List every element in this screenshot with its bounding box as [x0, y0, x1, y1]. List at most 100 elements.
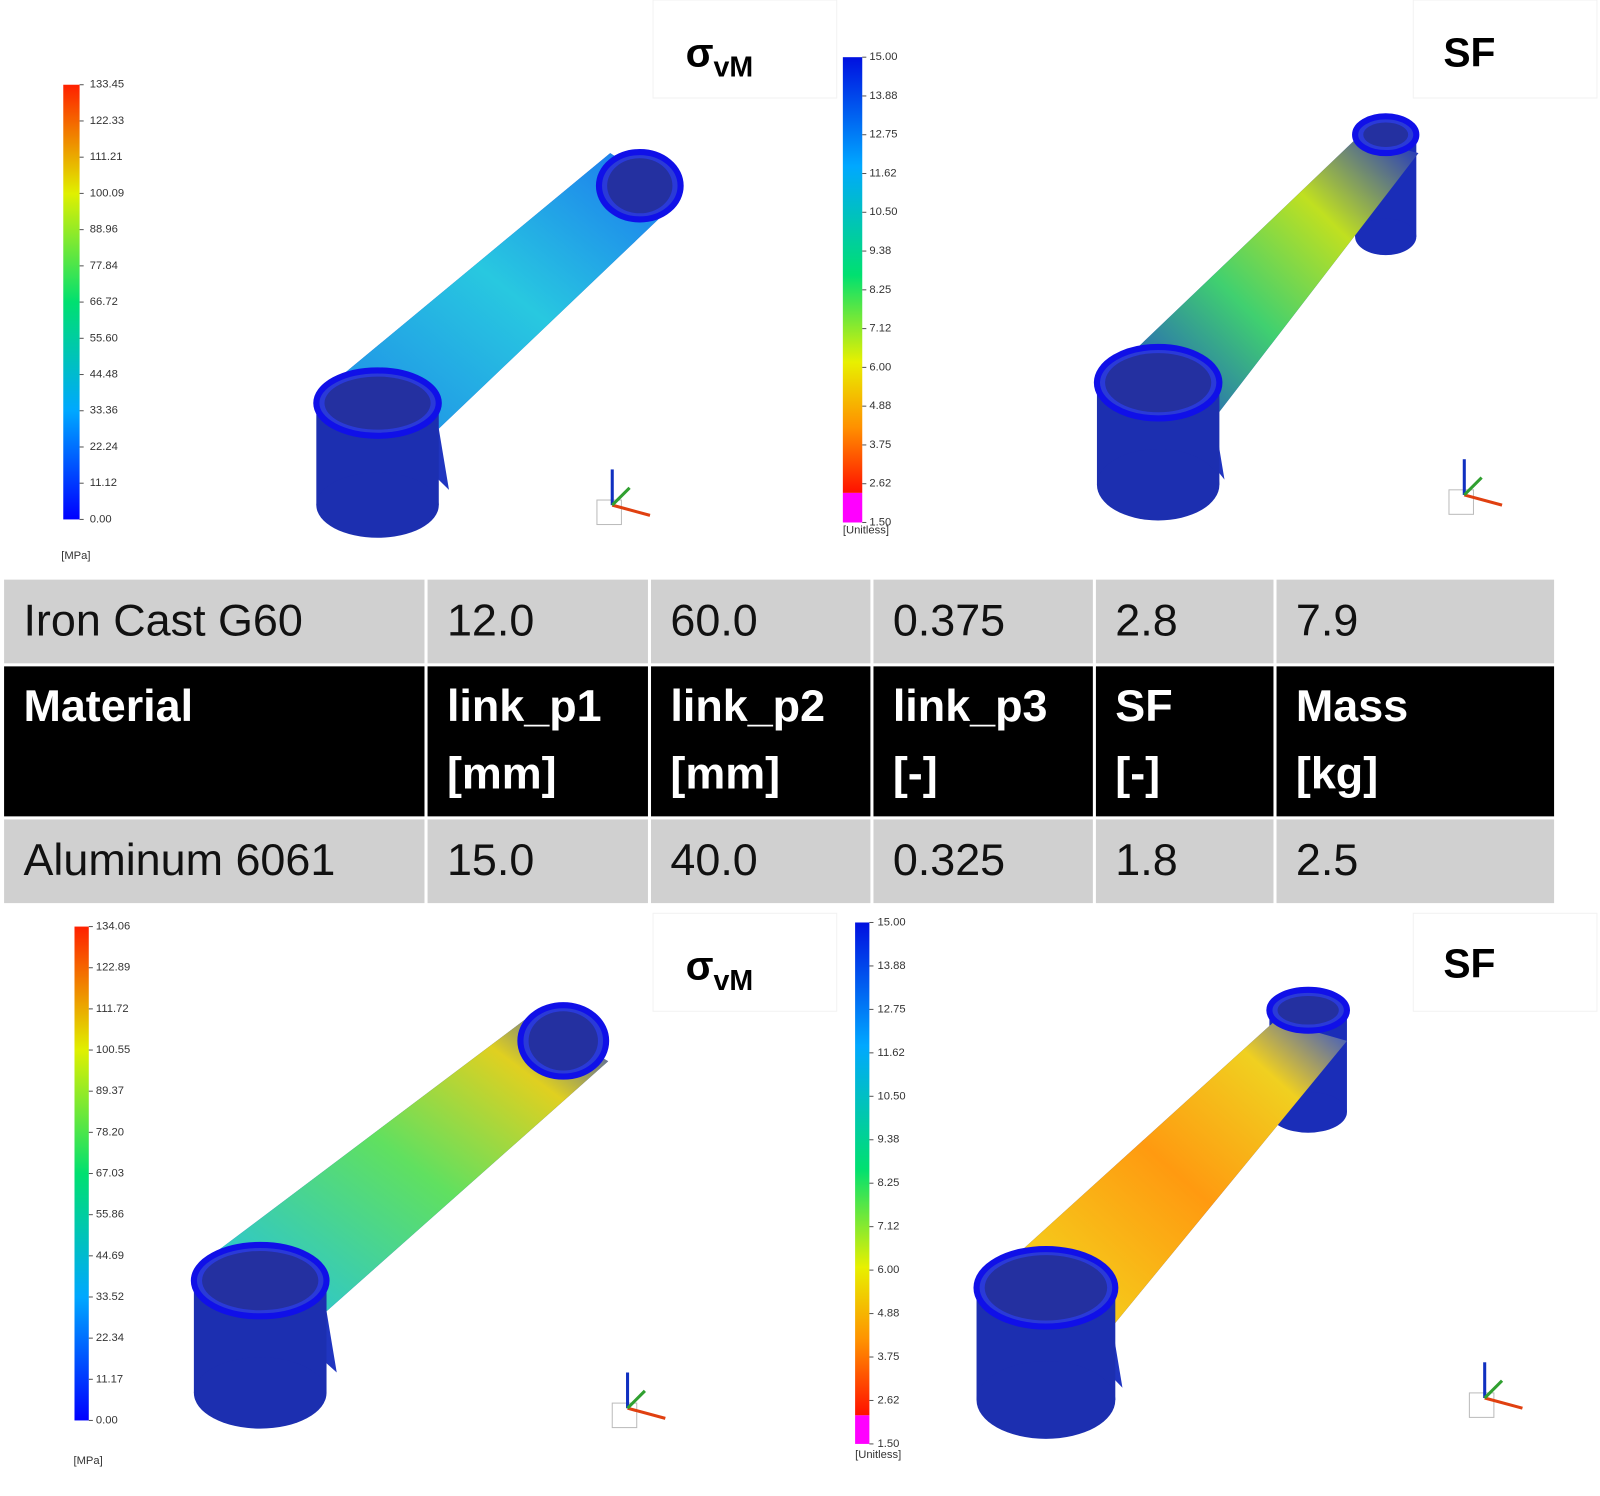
title-box [652, 0, 838, 99]
cell-text: 0.325 [893, 834, 1005, 885]
cell-text: 2.5 [1296, 834, 1358, 885]
panel: 15.00 13.88 12.75 11.62 10.50 9.38 8.25 7.12 6.0… [855, 912, 1598, 1461]
small-cylinder-bore [607, 158, 673, 214]
table-cell [1095, 819, 1274, 904]
colorbar-label: 2.62 [869, 478, 891, 490]
colorbar-label: 8.25 [878, 1177, 900, 1189]
triad-y [626, 1389, 646, 1410]
colorbar [855, 922, 870, 1416]
small-cylinder-bottom [1355, 218, 1417, 256]
header-text: [mm] [447, 747, 557, 798]
header-cell [873, 666, 1093, 817]
cylinder-bottom [976, 1361, 1116, 1439]
title-box [1412, 0, 1598, 99]
colorbar-unit: [Unitless] [855, 1449, 901, 1461]
header-cell [651, 666, 871, 817]
colorbar-label: 111.72 [96, 1003, 129, 1015]
title-subscript: vM [714, 965, 754, 997]
colorbar-label: 22.34 [96, 1332, 124, 1344]
cell-text: 60.0 [670, 594, 757, 645]
header-text: link_p2 [670, 680, 825, 731]
colorbar-label: 10.50 [878, 1090, 906, 1102]
panel-title: σvM [686, 29, 754, 83]
title-box [1412, 912, 1598, 1012]
small-cylinder-bore [1277, 995, 1339, 1025]
colorbar-label: 13.88 [869, 90, 897, 102]
beam [336, 153, 680, 429]
small-cylinder-bore [1363, 122, 1409, 147]
table-cell [873, 579, 1093, 664]
colorbar-label: 11.12 [90, 477, 117, 489]
cell-text: 1.8 [1115, 834, 1177, 885]
colorbar-label: 78.20 [96, 1126, 124, 1138]
header-text: link_p3 [893, 680, 1048, 731]
panel-title: σvM [686, 943, 754, 997]
colorbar-label: 0.00 [96, 1414, 118, 1426]
header-text: [mm] [670, 747, 780, 798]
colorbar-label: 1.50 [869, 516, 891, 528]
triad-x [1463, 493, 1503, 507]
colorbar-label: 7.12 [869, 323, 891, 335]
colorbar-label: 7.12 [878, 1221, 900, 1233]
triad-y [1483, 1379, 1504, 1400]
colorbar-label: 2.62 [878, 1394, 900, 1406]
colorbar-label: 8.25 [869, 284, 891, 296]
colorbar-label: 11.62 [878, 1047, 905, 1059]
colorbar-label: 9.38 [869, 245, 891, 257]
triad-box [1448, 489, 1474, 515]
colorbar-label: 1.50 [878, 1438, 900, 1450]
header-text: Material [23, 680, 193, 731]
colorbar-label: 55.86 [96, 1209, 124, 1221]
colorbar [842, 57, 863, 493]
table-cell [4, 819, 425, 904]
colorbar-label: 55.60 [90, 332, 118, 344]
header-text: Mass [1296, 680, 1408, 731]
table-cell [873, 819, 1093, 904]
table-cell [427, 819, 648, 904]
header-text: link_p1 [447, 680, 602, 731]
cell-text: 15.0 [447, 834, 534, 885]
header-text: [-] [893, 747, 938, 798]
header-text: [-] [1115, 747, 1160, 798]
cell-text: 2.8 [1115, 594, 1177, 645]
colorbar-label: 33.52 [96, 1291, 124, 1303]
header-cell [1095, 666, 1274, 817]
colorbar-label: 0.00 [90, 513, 112, 525]
colorbar-label: 100.09 [90, 187, 124, 199]
colorbar-label: 11.17 [96, 1373, 123, 1385]
colorbar-label: 133.45 [90, 79, 124, 91]
colorbar-unit: [MPa] [73, 1455, 102, 1467]
triad-x [611, 503, 651, 517]
panel: 133.45 122.33 111.21 100.09 88.96 77.84 66.72 5… [61, 0, 838, 562]
colorbar-label: 10.50 [869, 206, 897, 218]
colorbar [74, 926, 89, 1421]
header-text: SF [1115, 680, 1172, 731]
colorbar-label: 11.62 [869, 167, 896, 179]
colorbar-label: 15.00 [878, 916, 906, 928]
panels: 133.45 122.33 111.21 100.09 88.96 77.84 66.72 5… [61, 0, 1598, 1467]
colorbar-label: 67.03 [96, 1167, 124, 1179]
beam [1005, 1020, 1347, 1327]
colorbar [63, 84, 80, 520]
colorbar-unit: [Unitless] [843, 525, 889, 537]
panel-title: SF [1443, 29, 1495, 75]
cylinder-bottom [316, 472, 439, 538]
colorbar-label: 3.75 [869, 439, 891, 451]
title-subscript: vM [714, 52, 754, 84]
header-cell [4, 666, 425, 817]
cylinder-bore [1105, 353, 1212, 413]
colorbar-label: 6.00 [878, 1264, 900, 1276]
panel: 15.00 13.88 12.75 11.62 10.50 9.38 8.25 7.12 6.0… [842, 0, 1598, 537]
cylinder-bottom [1096, 449, 1220, 521]
colorbar-label: 89.37 [96, 1085, 124, 1097]
panel-title: SF [1443, 941, 1495, 987]
colorbar-label: 13.88 [878, 960, 906, 972]
colorbar-label: 122.33 [90, 115, 124, 127]
cell-text: 12.0 [447, 594, 534, 645]
cell-text: 7.9 [1296, 594, 1358, 645]
colorbar-label: 66.72 [90, 296, 118, 308]
title-box [652, 912, 838, 1012]
colorbar-label: 111.21 [90, 151, 123, 163]
colorbar-label: 4.88 [869, 400, 891, 412]
table-cell [1095, 579, 1274, 664]
